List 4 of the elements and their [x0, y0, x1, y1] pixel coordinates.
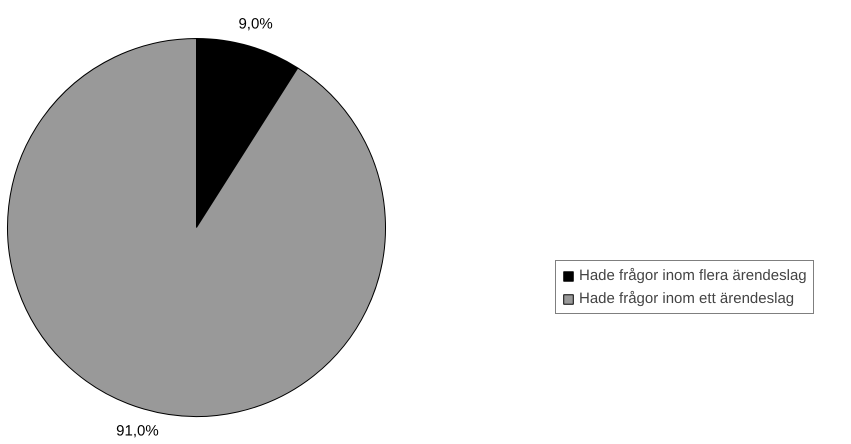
legend-label: Hade frågor inom ett ärendeslag	[579, 290, 794, 307]
data-label: 9,0%	[238, 16, 273, 33]
legend-label: Hade frågor inom flera ärendeslag	[579, 267, 807, 284]
data-label: 91,0%	[116, 422, 159, 440]
